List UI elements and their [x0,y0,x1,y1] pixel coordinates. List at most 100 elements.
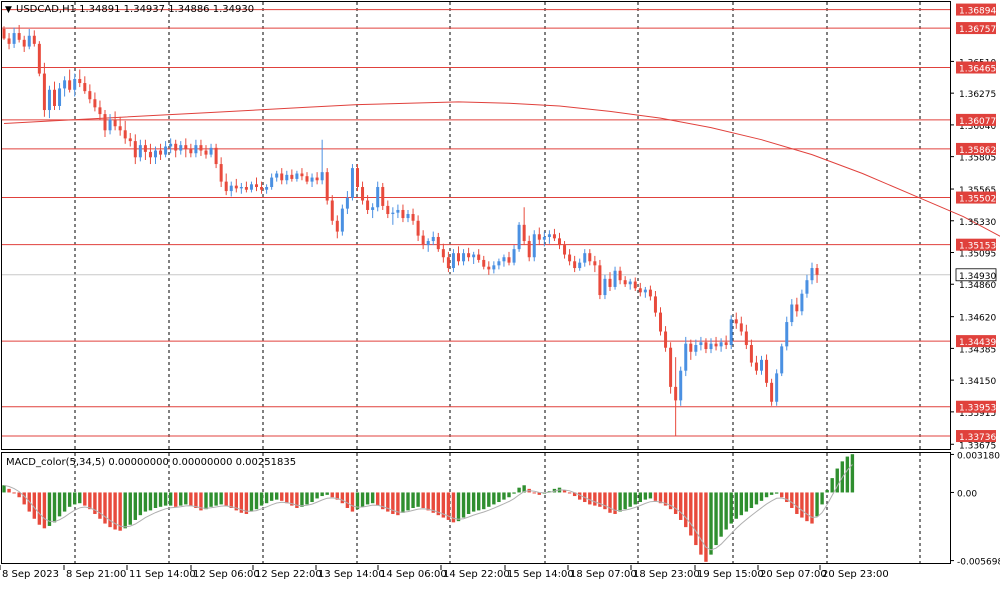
candle-body [381,187,385,206]
candle-body [502,257,506,262]
macd-histogram-bar [391,492,395,514]
candle-body [285,174,289,181]
symbol-dropdown-icon[interactable]: ▼ [5,5,12,15]
macd-histogram-bar [537,492,541,495]
candle-body [68,80,72,90]
candle-body [310,177,314,182]
candle-body [542,236,546,240]
candle-body [457,253,460,262]
candle-body [194,145,198,154]
candle-body [522,224,526,242]
macd-histogram-bar [365,492,370,505]
time-axis-label: 19 Sep 15:00 [697,569,764,580]
time-axis-label: 20 Sep 23:00 [822,569,889,580]
macd-axis-label: 0.00 [957,489,977,499]
macd-histogram-bar [259,492,264,506]
candle-body [179,145,183,151]
macd-histogram-bar [446,492,451,520]
macd-histogram-bar [825,490,829,493]
candle-body [73,78,77,90]
candle-body [679,370,683,401]
candle-body [754,362,758,371]
level-price-tag [956,61,996,74]
macd-histogram-bar [396,492,400,516]
macd-histogram-bar [62,492,67,512]
candle-body [568,254,572,262]
macd-histogram-bar [689,492,693,536]
macd-histogram-bar [764,492,769,498]
level-price-tag [956,191,996,204]
macd-histogram-bar [850,454,855,493]
candle-body [275,173,279,178]
candle-body [386,205,390,215]
candle-body [37,43,41,74]
candle-body [451,253,455,269]
macd-histogram-bar [214,492,218,506]
macd-histogram-bar [800,492,804,518]
candle-body [340,208,344,232]
macd-histogram-bar [471,492,476,512]
candle-body [53,89,56,106]
macd-histogram-bar [785,492,789,503]
candle-body [628,281,632,285]
price-axis-label: 1.34385 [959,345,996,355]
candle-body [345,197,349,209]
candle-body [22,39,26,47]
macd-histogram-bar [118,492,122,531]
macd-histogram-bar [492,492,496,505]
candle-body [669,347,673,387]
macd-histogram-bar [295,492,299,508]
candle-body [770,382,774,402]
macd-histogram-bar [638,492,642,503]
candle-body [664,331,668,348]
macd-histogram-bar [441,492,446,518]
level-price-label: 1.36465 [959,64,996,74]
price-axis-label: 1.35330 [959,218,996,228]
candle-body [497,261,501,266]
macd-histogram-bar [249,492,254,512]
macd-histogram-bar [219,492,223,505]
macd-histogram-bar [845,456,850,493]
macd-histogram-bar [158,492,163,507]
macd-histogram-bar [658,492,663,504]
candle-body [189,149,193,154]
candle-body [325,172,329,201]
macd-histogram-bar [426,492,430,511]
macd-histogram-bar [567,492,572,494]
candle-body [578,262,582,269]
candle-body [563,245,567,255]
macd-histogram-bar [709,492,713,555]
candle-body [12,33,16,44]
candle-body [229,185,233,192]
price-axis-label: 1.34150 [959,377,996,387]
candle-body [260,187,264,190]
macd-axis-label: -0.0056988 [957,558,1000,568]
macd-histogram-bar [22,492,26,505]
macd-histogram-bar [320,492,324,497]
macd-histogram-bar [482,492,486,510]
macd-histogram-bar [456,492,461,522]
macd-histogram-bar [73,492,77,505]
macd-histogram-bar [350,492,355,512]
candle-body [159,150,163,155]
candle-body [598,265,602,296]
candle-body [249,184,253,190]
level-price-label: 1.35153 [959,242,996,252]
macd-histogram-bar [406,492,410,511]
candle-body [376,187,380,208]
macd-histogram-bar [340,492,345,504]
candle-body [103,114,107,131]
candle-body [790,304,794,323]
macd-histogram-bar [517,487,521,493]
candle-body [224,181,228,192]
macd-axis-label: 0.0031805 [957,451,1000,461]
macd-histogram-bar [163,492,168,506]
candle-body [118,126,122,131]
macd-histogram-bar [694,492,698,546]
macd-histogram-bar [724,492,728,530]
macd-histogram-bar [305,492,309,505]
macd-histogram-bar [416,492,420,507]
candle-body [633,281,637,289]
